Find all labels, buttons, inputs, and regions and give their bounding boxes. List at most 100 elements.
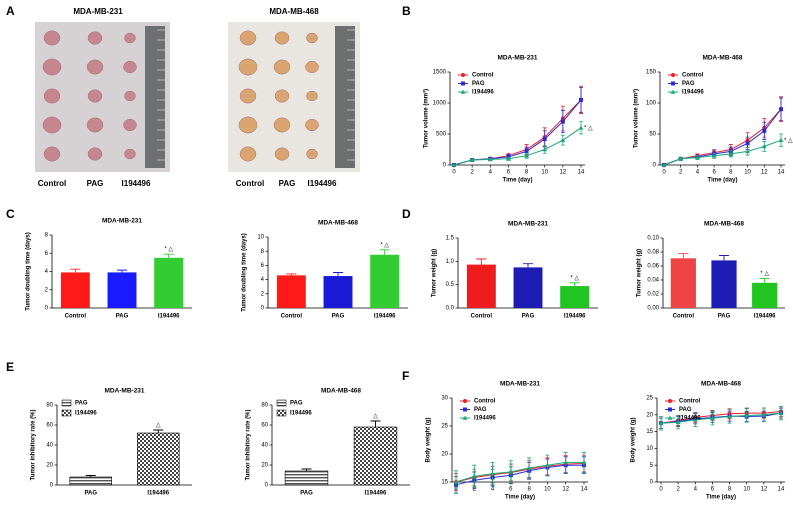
chart-title: MDA-MB-231 xyxy=(497,55,537,62)
x-tick-label: 8 xyxy=(729,170,733,176)
marker xyxy=(671,73,675,77)
marker xyxy=(451,162,457,167)
legend-label: Control xyxy=(472,73,494,79)
x-tick-label: 12 xyxy=(562,487,569,493)
marker xyxy=(668,407,672,412)
x-tick-label: 2 xyxy=(473,487,477,493)
y-tick-label: 8 xyxy=(261,249,265,255)
marker xyxy=(560,137,566,142)
x-tick-label: 4 xyxy=(491,487,495,493)
legend-swatch xyxy=(276,409,287,417)
panel-letter: A xyxy=(6,4,15,18)
x-tick-label: 12 xyxy=(761,487,768,493)
tumor xyxy=(274,31,290,45)
tumor xyxy=(43,88,61,104)
photo-group-label: Control xyxy=(38,179,66,188)
y-tick-label: 1.0 xyxy=(446,259,455,265)
ruler xyxy=(145,26,165,168)
marker xyxy=(490,471,495,476)
series-line xyxy=(660,412,782,424)
bar xyxy=(107,272,137,308)
marker xyxy=(461,81,465,86)
y-axis-label: Tumor weight (g) xyxy=(637,249,643,297)
annotation: * △ xyxy=(760,271,769,277)
y-tick-label: 40 xyxy=(46,443,53,449)
marker xyxy=(667,415,673,420)
series-line xyxy=(455,461,584,483)
tumor xyxy=(306,32,318,44)
tumor xyxy=(274,147,290,161)
x-tick-label: 14 xyxy=(778,170,785,176)
marker xyxy=(692,417,698,422)
legend-label: I194496 xyxy=(474,416,496,422)
legend-label: PAG xyxy=(290,401,303,407)
annotation: * △ xyxy=(164,247,173,253)
bar xyxy=(276,275,306,308)
bar xyxy=(154,257,184,308)
y-tick-label: 10 xyxy=(257,235,264,241)
tumor xyxy=(43,146,61,162)
legend-label: PAG xyxy=(472,81,485,87)
x-tick-label: PAG xyxy=(116,314,129,320)
x-tick-label: Control xyxy=(673,314,695,320)
x-tick-label: 6 xyxy=(509,487,513,493)
y-tick-label: 8 xyxy=(45,233,49,239)
x-tick-label: 14 xyxy=(581,487,588,493)
marker xyxy=(506,156,511,161)
tumor xyxy=(238,58,258,76)
error-bar xyxy=(678,252,689,259)
y-tick-label: 40 xyxy=(261,443,268,449)
marker xyxy=(460,89,466,94)
x-tick-label: 2 xyxy=(470,170,474,176)
legend-label: I194496 xyxy=(290,411,312,417)
x-tick-label: Control xyxy=(65,314,87,320)
marker xyxy=(670,89,676,94)
photo-group-label: I194496 xyxy=(122,179,151,188)
x-tick-label: 0 xyxy=(659,487,663,493)
legend-label: PAG xyxy=(679,407,692,413)
photo-group-label: PAG xyxy=(279,179,296,188)
y-tick-label: 10 xyxy=(646,446,653,452)
marker xyxy=(463,407,467,412)
series-line xyxy=(453,127,582,166)
marker xyxy=(524,149,529,154)
x-tick-label: PAG xyxy=(522,314,535,320)
tumor xyxy=(306,90,318,102)
y-tick-label: 60 xyxy=(46,423,53,429)
error-bar xyxy=(301,468,312,471)
marker xyxy=(545,462,550,467)
annotation: * △ xyxy=(570,275,579,281)
y-tick-label: 0.5 xyxy=(446,282,455,288)
y-tick-label: 15 xyxy=(646,429,653,435)
tumor xyxy=(273,59,291,75)
tumor xyxy=(124,90,136,102)
panel-letter: E xyxy=(6,360,14,374)
marker xyxy=(560,119,565,124)
tumor xyxy=(123,60,137,74)
photo-title: MDA-MB-231 xyxy=(73,7,123,16)
legend-label: Control xyxy=(679,399,701,405)
marker xyxy=(745,141,750,146)
marker xyxy=(471,474,477,479)
error-bar xyxy=(286,273,297,276)
y-tick-label: 0.0 xyxy=(446,306,455,312)
bar xyxy=(560,286,590,308)
annotation: △ xyxy=(373,414,378,420)
error-bar xyxy=(153,429,164,433)
marker xyxy=(710,415,715,420)
marker xyxy=(542,136,547,141)
marker xyxy=(711,153,717,158)
marker xyxy=(678,156,684,161)
tumor xyxy=(86,59,104,75)
x-tick-label: Control xyxy=(471,314,493,320)
panel-letter: C xyxy=(6,207,15,221)
y-tick-label: 1500 xyxy=(433,70,447,76)
legend-label: I194496 xyxy=(472,90,494,96)
y-tick-label: 20 xyxy=(646,412,653,418)
x-axis-label: Time (day) xyxy=(706,495,736,501)
photo-group-label: I194496 xyxy=(308,179,337,188)
x-tick-label: PAG xyxy=(332,314,345,320)
y-tick-label: 15 xyxy=(441,480,448,486)
y-axis-label: Body weight (g) xyxy=(631,418,637,463)
